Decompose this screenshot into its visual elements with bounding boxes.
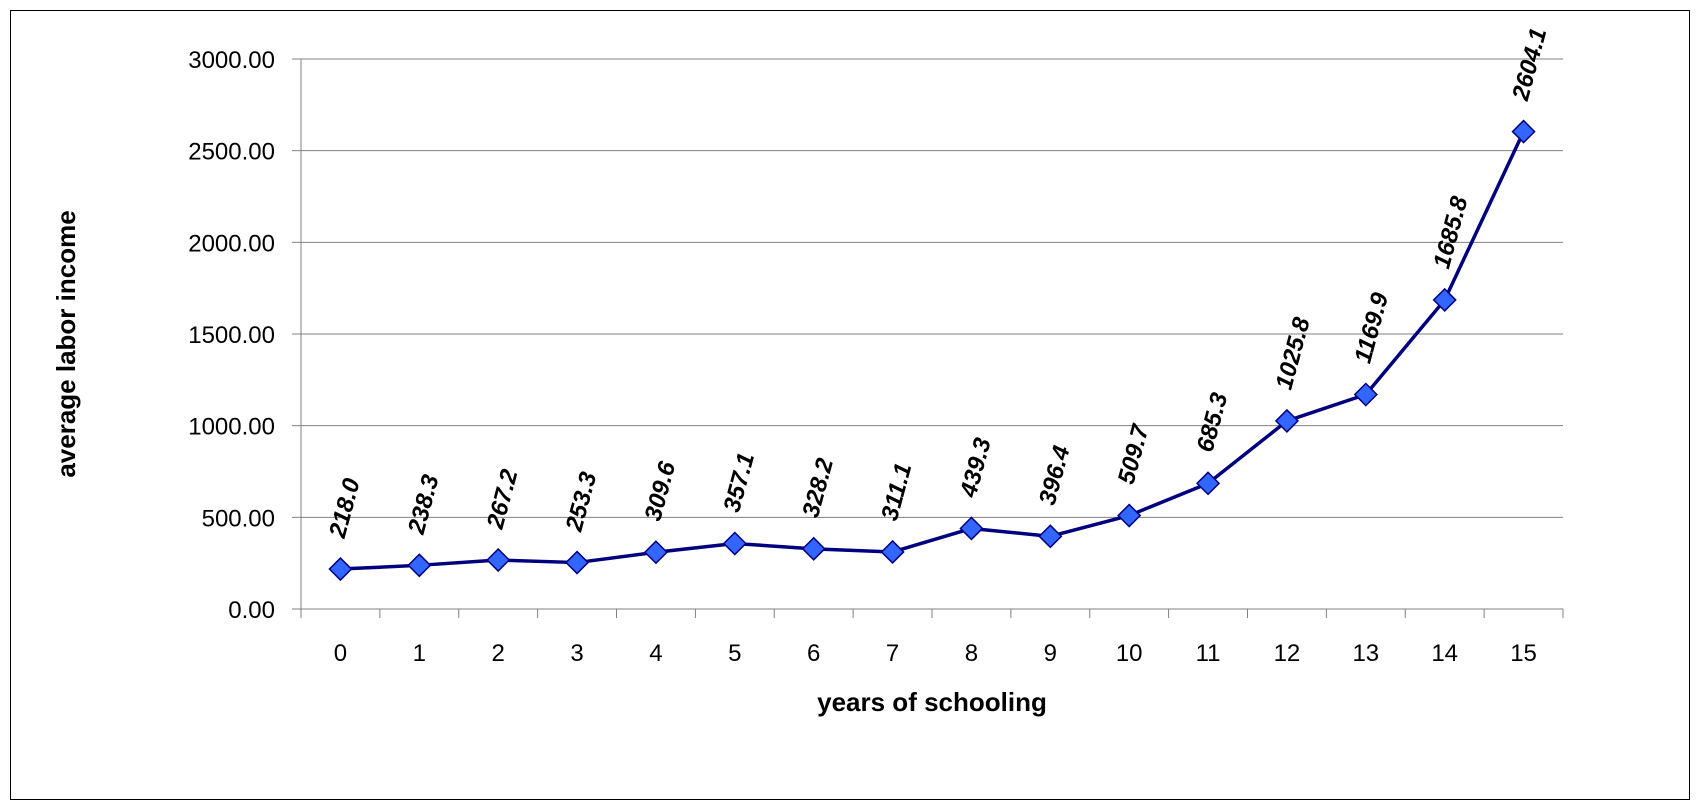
data-point-marker <box>1196 471 1221 496</box>
x-tick-label: 14 <box>1431 640 1458 667</box>
data-label: 238.3 <box>403 471 445 538</box>
data-label: 1685.8 <box>1428 193 1473 272</box>
x-tick-label: 1 <box>413 640 426 667</box>
data-point-marker <box>1038 524 1063 549</box>
y-tick-label: 0.00 <box>228 597 275 624</box>
data-label: 267.2 <box>482 466 524 533</box>
data-label: 328.2 <box>797 455 839 521</box>
x-tick-label: 15 <box>1510 640 1537 667</box>
x-tick-label: 5 <box>728 640 741 667</box>
x-tick-label: 4 <box>649 640 662 667</box>
data-label: 509.7 <box>1113 421 1155 488</box>
x-tick-label: 11 <box>1196 640 1221 667</box>
y-tick-label: 500.00 <box>202 505 275 532</box>
data-point-marker <box>1511 119 1536 144</box>
x-tick-label: 7 <box>886 640 899 667</box>
data-point-marker <box>407 553 432 578</box>
series-line <box>340 130 1526 571</box>
data-label: 309.6 <box>640 458 682 524</box>
data-labels: 218.0 238.3 267.2 253.3 309.6 357.1 328.2 311.1… <box>324 25 1552 541</box>
x-tick-label: 9 <box>1044 640 1057 667</box>
x-tick-label: 2 <box>492 640 505 667</box>
x-tick-label: 6 <box>807 640 820 667</box>
data-label: 218.0 <box>324 475 366 542</box>
data-point-marker <box>1432 287 1457 312</box>
data-point-marker <box>328 556 353 582</box>
data-point-marker <box>801 536 826 561</box>
data-label: 311.1 <box>876 460 917 523</box>
data-point-marker <box>880 539 905 565</box>
data-point-marker <box>643 540 668 565</box>
x-axis-title: years of schooling <box>817 687 1047 717</box>
x-tick-label: 12 <box>1274 640 1301 667</box>
y-tick-label: 2000.00 <box>188 230 275 257</box>
x-tick-label: 3 <box>570 640 583 667</box>
y-tick-label: 1500.00 <box>188 322 275 349</box>
y-tick-label: 1000.00 <box>188 414 275 441</box>
y-axis-title: average labor income <box>51 210 81 477</box>
x-tick-label: 0 <box>334 640 347 667</box>
data-point-marker <box>1117 503 1142 528</box>
data-point-marker <box>1274 408 1299 433</box>
x-tick-label: 8 <box>965 640 978 667</box>
data-label: 253.3 <box>561 468 603 535</box>
data-label: 439.3 <box>955 434 997 501</box>
y-tick-label: 3000.00 <box>188 47 275 74</box>
data-label: 357.1 <box>719 450 761 515</box>
series <box>328 119 1536 582</box>
x-tick-label: 13 <box>1352 640 1379 667</box>
chart-frame: 0.00 500.00 1000.00 1500.00 2000.00 2500.00 30… <box>10 10 1690 800</box>
data-label: 2604.1 <box>1507 25 1552 104</box>
data-label: 1025.8 <box>1271 314 1316 393</box>
data-point-marker <box>722 531 747 556</box>
data-point-marker <box>565 550 590 575</box>
axes: 0.00500.001000.001500.002000.002500.0030… <box>188 47 1564 667</box>
data-label: 1169.9 <box>1350 289 1395 366</box>
x-tick-label: 10 <box>1116 640 1143 667</box>
y-tick-label: 2500.00 <box>188 139 275 166</box>
data-label: 396.4 <box>1034 443 1076 508</box>
data-label: 685.3 <box>1192 389 1234 455</box>
data-point-marker <box>1353 382 1378 407</box>
gridlines <box>301 58 1563 518</box>
data-point-marker <box>959 516 984 541</box>
data-point-marker <box>486 547 511 573</box>
line-chart: 0.00500.001000.001500.002000.002500.0030… <box>51 25 1564 717</box>
